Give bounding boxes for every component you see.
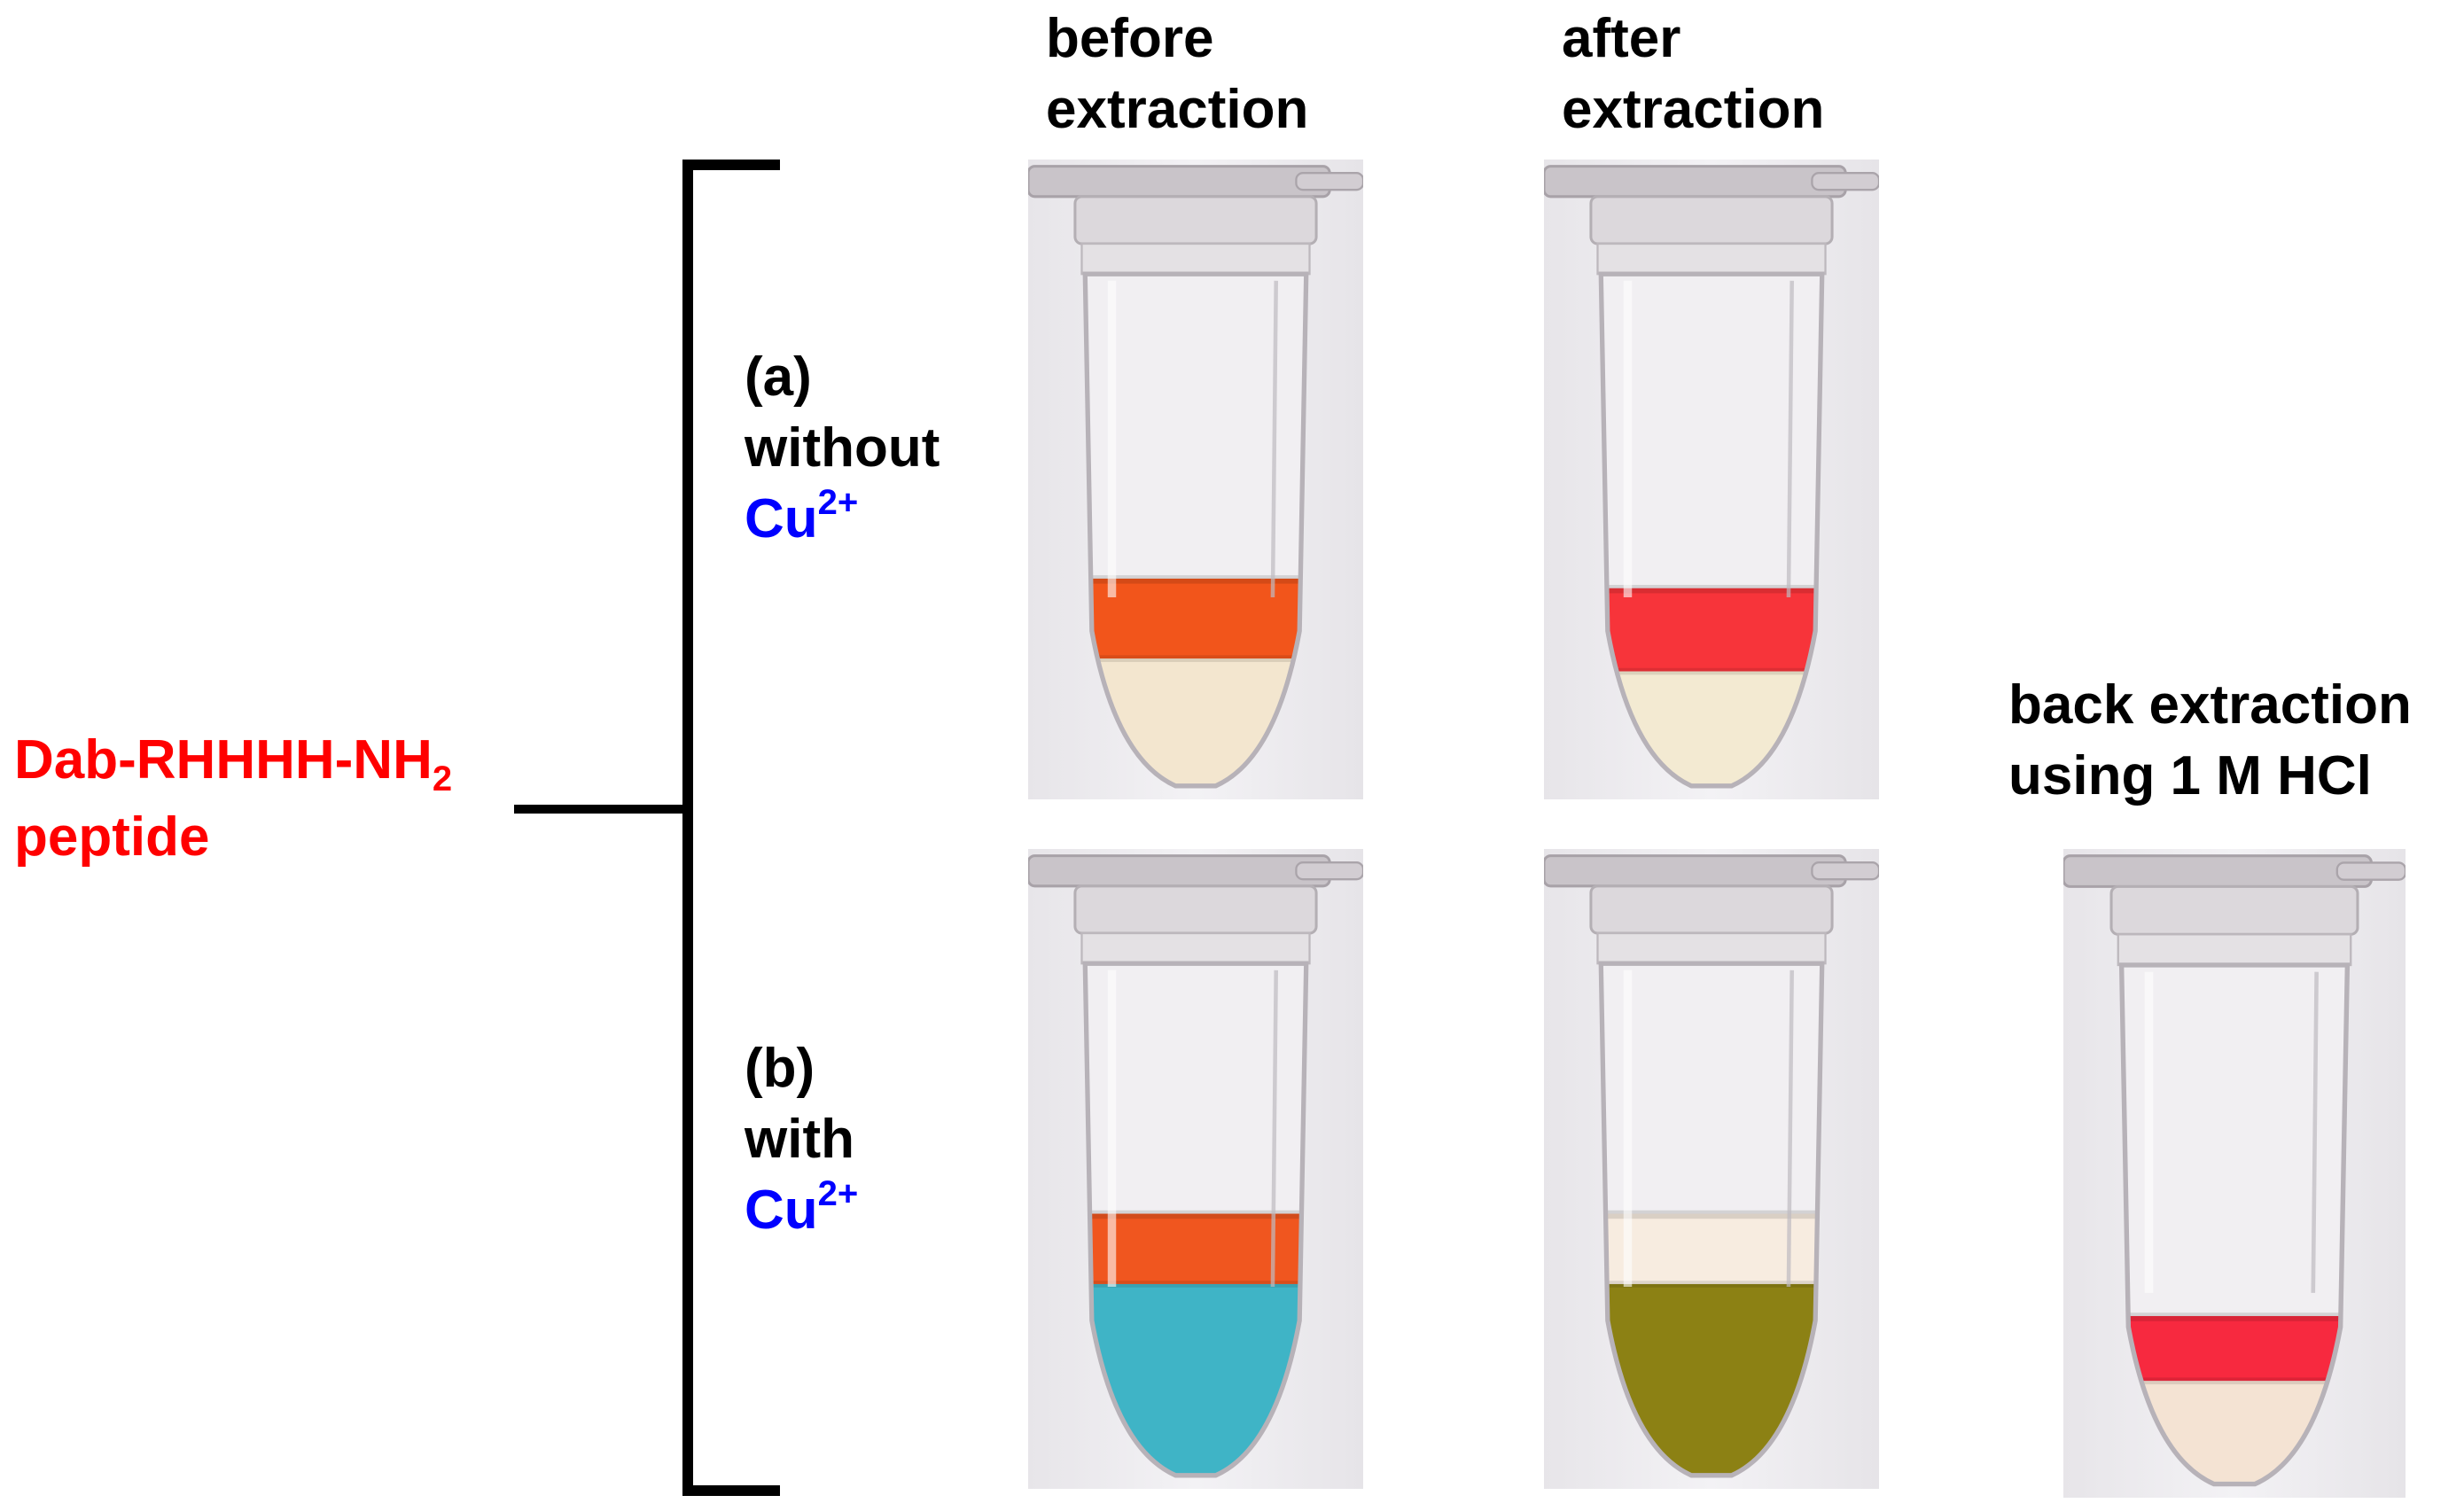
peptide-label: Dab-RHHHH-NH2 peptide bbox=[14, 725, 452, 873]
peptide-name: Dab-RHHHH-NH2 bbox=[14, 729, 453, 798]
header-after-line2: extraction bbox=[1562, 79, 1825, 140]
row-b-ion: Cu2+ bbox=[745, 1174, 859, 1241]
tube-photo-back-extraction bbox=[2063, 849, 2406, 1498]
header-back-extraction: back extraction using 1 M HCl bbox=[2008, 670, 2412, 812]
row-a-condition: without bbox=[745, 417, 940, 479]
header-before-line2: extraction bbox=[1046, 79, 1309, 140]
header-after-line1: after bbox=[1562, 8, 1681, 69]
header-after-extraction: after extraction bbox=[1562, 4, 1824, 145]
header-before-line1: before bbox=[1046, 8, 1214, 69]
tube-photo-a-after bbox=[1544, 160, 1879, 799]
header-back-line2: using 1 M HCl bbox=[2008, 745, 2372, 806]
row-a-ion: Cu2+ bbox=[745, 483, 859, 549]
tube-photo-a-before bbox=[1028, 160, 1363, 799]
row-b-label: (b) with Cu2+ bbox=[745, 1033, 858, 1252]
header-before-extraction: before extraction bbox=[1046, 4, 1308, 145]
row-a-label: (a) without Cu2+ bbox=[745, 342, 940, 561]
header-back-line1: back extraction bbox=[2008, 674, 2412, 736]
tube-photo-b-after bbox=[1544, 849, 1879, 1489]
row-a-id: (a) bbox=[745, 347, 812, 408]
row-b-condition: with bbox=[745, 1109, 854, 1170]
row-b-id: (b) bbox=[745, 1038, 815, 1099]
bracket-top-arm bbox=[682, 160, 780, 170]
peptide-word: peptide bbox=[14, 806, 210, 868]
bracket-stem bbox=[514, 805, 688, 814]
bracket-bottom-arm bbox=[682, 1485, 780, 1496]
bracket-vertical bbox=[682, 160, 693, 1496]
tube-photo-b-before bbox=[1028, 849, 1363, 1489]
